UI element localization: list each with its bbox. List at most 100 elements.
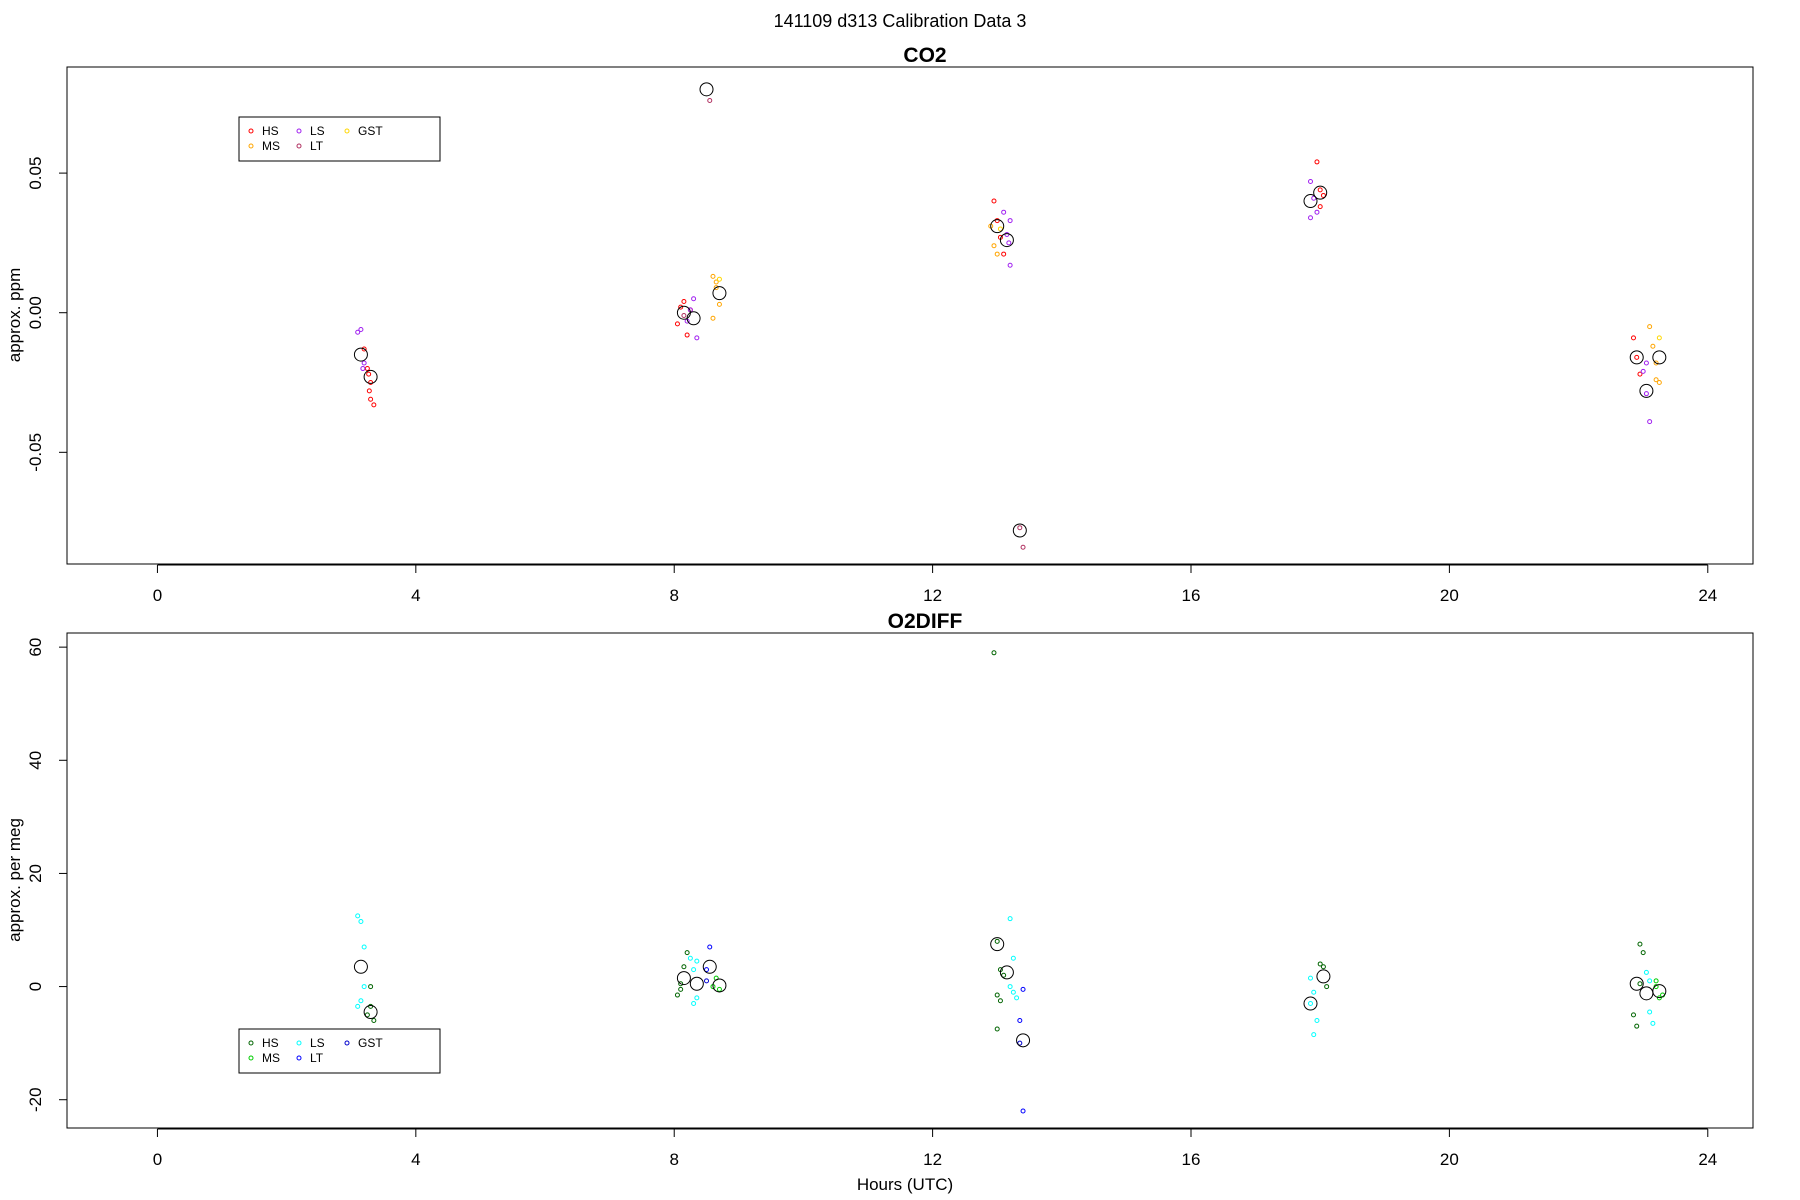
o2diff-legend-box [238, 1028, 441, 1074]
co2-hs-point [1320, 192, 1326, 198]
co2-ms-point [1656, 380, 1662, 386]
o2diff-lt-point [707, 944, 713, 950]
co2-legend-ms-label: MS [262, 139, 280, 153]
co2-ls-point [1640, 368, 1646, 374]
o2diff-hs-point [678, 981, 684, 987]
o2diff-mean-marker [1639, 986, 1654, 1001]
co2-mean-marker [990, 219, 1005, 234]
o2diff-x-tick-label: 20 [1440, 1150, 1459, 1169]
o2diff-mean-marker [363, 1005, 378, 1020]
co2-hs-point [678, 304, 684, 310]
o2diff-legend-gst-label: GST [358, 1036, 383, 1050]
co2-x-axis: 0 4 8 12 16 20 24 [153, 564, 1717, 605]
o2diff-ls-point [1308, 975, 1314, 981]
co2-y-tick-label: 0.00 [26, 296, 45, 329]
co2-hs-point [1634, 354, 1640, 360]
x-axis-label: Hours (UTC) [857, 1175, 953, 1194]
co2-ls-point [1007, 218, 1013, 224]
co2-mean-marker [363, 369, 378, 384]
o2diff-x-tick-label: 12 [923, 1150, 942, 1169]
co2-ls-point [360, 366, 366, 372]
o2diff-legend-ms-label: MS [262, 1051, 280, 1065]
co2-ls-point [1004, 232, 1010, 238]
o2diff-y-tick-label: 60 [26, 638, 45, 657]
co2-hs-point [674, 321, 680, 327]
co2-ms-point [1650, 343, 1656, 349]
co2-ms-point [710, 273, 716, 279]
co2-ms-point [710, 315, 716, 321]
co2-panel: CO2 approx. ppm 0 4 8 12 16 20 24 -0.05 0.00 0.0… [5, 44, 1754, 605]
o2diff-hs-point [1634, 1023, 1640, 1029]
o2diff-x-tick-label: 16 [1182, 1150, 1201, 1169]
o2diff-y-tick-label: -20 [26, 1087, 45, 1112]
co2-ms-point [713, 285, 719, 291]
o2diff-mean-marker [702, 959, 717, 974]
o2diff-ls-point [1308, 1001, 1314, 1007]
o2diff-hs-point [1320, 964, 1326, 970]
o2diff-ls-point [1311, 989, 1317, 995]
o2diff-ls-point [1647, 978, 1653, 984]
o2diff-hs-point [678, 986, 684, 992]
co2-mean-marker [1652, 350, 1667, 365]
co2-legend-hs-label: HS [262, 124, 279, 138]
o2diff-hs-point [1640, 950, 1646, 956]
co2-ms-point [713, 279, 719, 285]
co2-ls-point [358, 326, 364, 332]
co2-mean-marker [699, 82, 714, 97]
o2diff-ls-point [358, 998, 364, 1004]
o2diff-hs-point [994, 938, 1000, 944]
o2diff-hs-point [1324, 984, 1330, 990]
co2-x-tick-label: 4 [411, 586, 420, 605]
co2-x-tick-label: 24 [1698, 586, 1717, 605]
o2diff-ls-point [694, 995, 700, 1001]
o2diff-y-axis: -20 0 20 40 60 [26, 638, 68, 1112]
o2diff-x-tick-label: 0 [153, 1150, 162, 1169]
co2-ls-point [1311, 195, 1317, 201]
co2-hs-point [368, 380, 374, 386]
o2diff-lt-point [704, 967, 710, 973]
o2diff-hs-point [994, 1026, 1000, 1032]
o2diff-hs-point [1637, 981, 1643, 987]
o2diff-hs-point [994, 992, 1000, 998]
o2diff-y-tick-label: 0 [26, 982, 45, 991]
o2diff-ls-point [361, 984, 367, 990]
co2-mean-marker [999, 233, 1014, 248]
co2-x-tick-label: 16 [1182, 586, 1201, 605]
co2-hs-point [1001, 251, 1007, 257]
co2-ms-point [1647, 324, 1653, 330]
co2-ms-point [1653, 360, 1659, 366]
o2diff-hs-point [368, 1003, 374, 1009]
o2diff-hs-point [1001, 972, 1007, 978]
o2diff-panel-title: O2DIFF [888, 610, 963, 633]
co2-mean-marker [1629, 350, 1644, 365]
o2diff-ls-point [1007, 916, 1013, 922]
co2-ls-point [1314, 209, 1320, 215]
co2-lt-point [681, 313, 687, 318]
co2-lt-point [707, 98, 713, 104]
co2-legend-lt-symbol [296, 143, 302, 149]
o2diff-mean-marker [1303, 996, 1318, 1011]
co2-mean-marker [1639, 383, 1654, 398]
co2-mean-marker [1012, 523, 1027, 538]
co2-x-tick-label: 0 [153, 586, 162, 605]
co2-gst-point [997, 226, 1003, 232]
o2diff-mean-marker [1316, 969, 1331, 984]
co2-hs-point [681, 299, 687, 305]
o2diff-ls-point [1647, 1009, 1653, 1015]
co2-hs-point [366, 388, 372, 394]
o2diff-legend-lt-label: LT [310, 1051, 324, 1065]
co2-hs-point [364, 366, 370, 372]
o2diff-mean-marker [1652, 984, 1667, 999]
o2diff-ls-point [687, 955, 693, 961]
o2diff-mean-marker [999, 965, 1014, 980]
o2diff-ms-point [1656, 995, 1662, 1001]
co2-legend-lt-label: LT [310, 139, 324, 153]
co2-hs-point [684, 332, 690, 338]
figure-title: 141109 d313 Calibration Data 3 [774, 11, 1027, 31]
o2diff-mean-marker [689, 976, 704, 991]
co2-ls-point [1006, 240, 1012, 246]
o2diff-hs-point [1637, 941, 1643, 947]
o2diff-y-tick-label: 40 [26, 751, 45, 770]
o2diff-ls-point [361, 944, 367, 950]
